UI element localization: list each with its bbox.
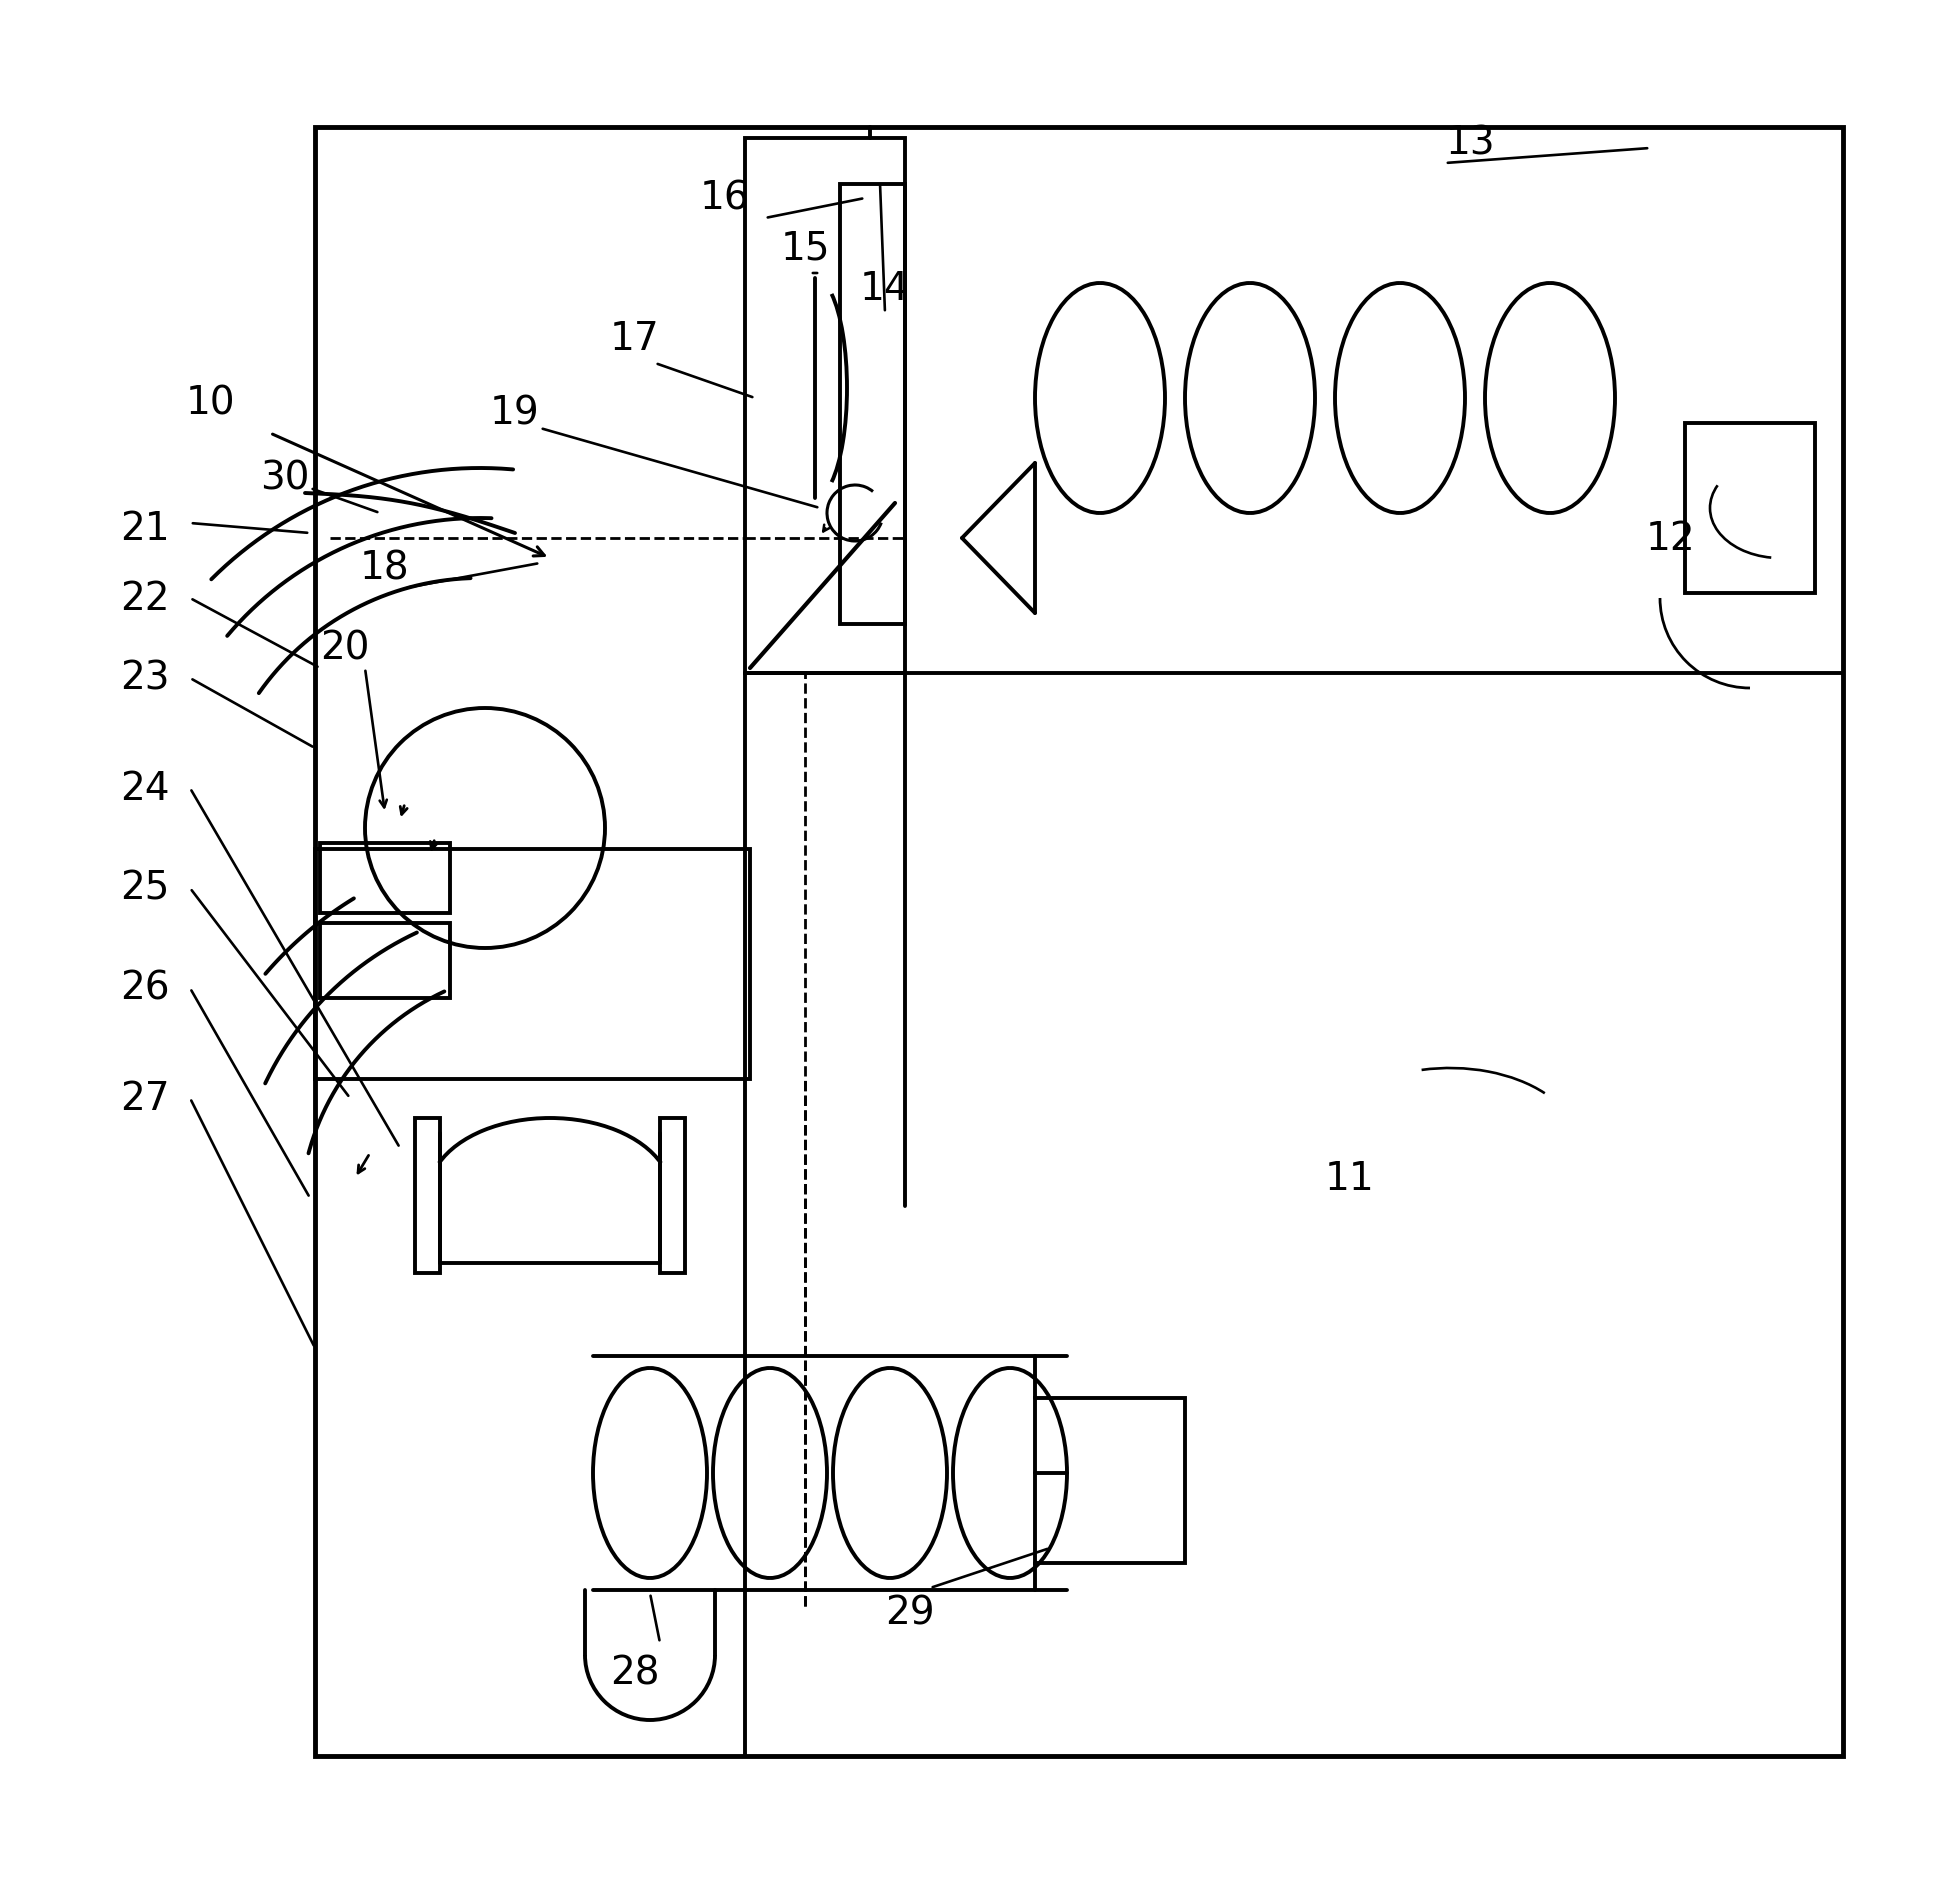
Text: 19: 19 (490, 395, 539, 433)
Text: 11: 11 (1326, 1160, 1375, 1198)
Bar (314, 850, 750, 1080)
Text: 17: 17 (609, 321, 660, 359)
Text: 20: 20 (320, 630, 369, 668)
Bar (414, 1118, 439, 1274)
Text: 29: 29 (885, 1594, 935, 1632)
Bar (320, 843, 449, 913)
Text: 30: 30 (260, 459, 311, 497)
Bar (660, 1118, 686, 1274)
Text: 14: 14 (859, 270, 910, 307)
Text: 27: 27 (121, 1080, 170, 1118)
Text: 10: 10 (186, 385, 234, 423)
Text: 12: 12 (1644, 520, 1695, 558)
Bar (314, 127, 1844, 1756)
Text: 22: 22 (121, 579, 170, 617)
Text: 28: 28 (609, 1655, 660, 1693)
Bar (840, 184, 904, 624)
Text: 26: 26 (121, 970, 170, 1008)
Text: 13: 13 (1445, 125, 1494, 163)
Bar (320, 924, 449, 998)
Text: 21: 21 (121, 511, 170, 549)
Text: 23: 23 (121, 661, 170, 698)
Text: 16: 16 (699, 180, 750, 218)
Bar (1685, 423, 1814, 594)
Text: 24: 24 (121, 769, 170, 807)
Bar (1035, 1399, 1185, 1564)
Text: 18: 18 (359, 550, 410, 588)
Bar (744, 139, 904, 674)
Text: 25: 25 (121, 869, 170, 907)
Text: 15: 15 (781, 230, 830, 268)
